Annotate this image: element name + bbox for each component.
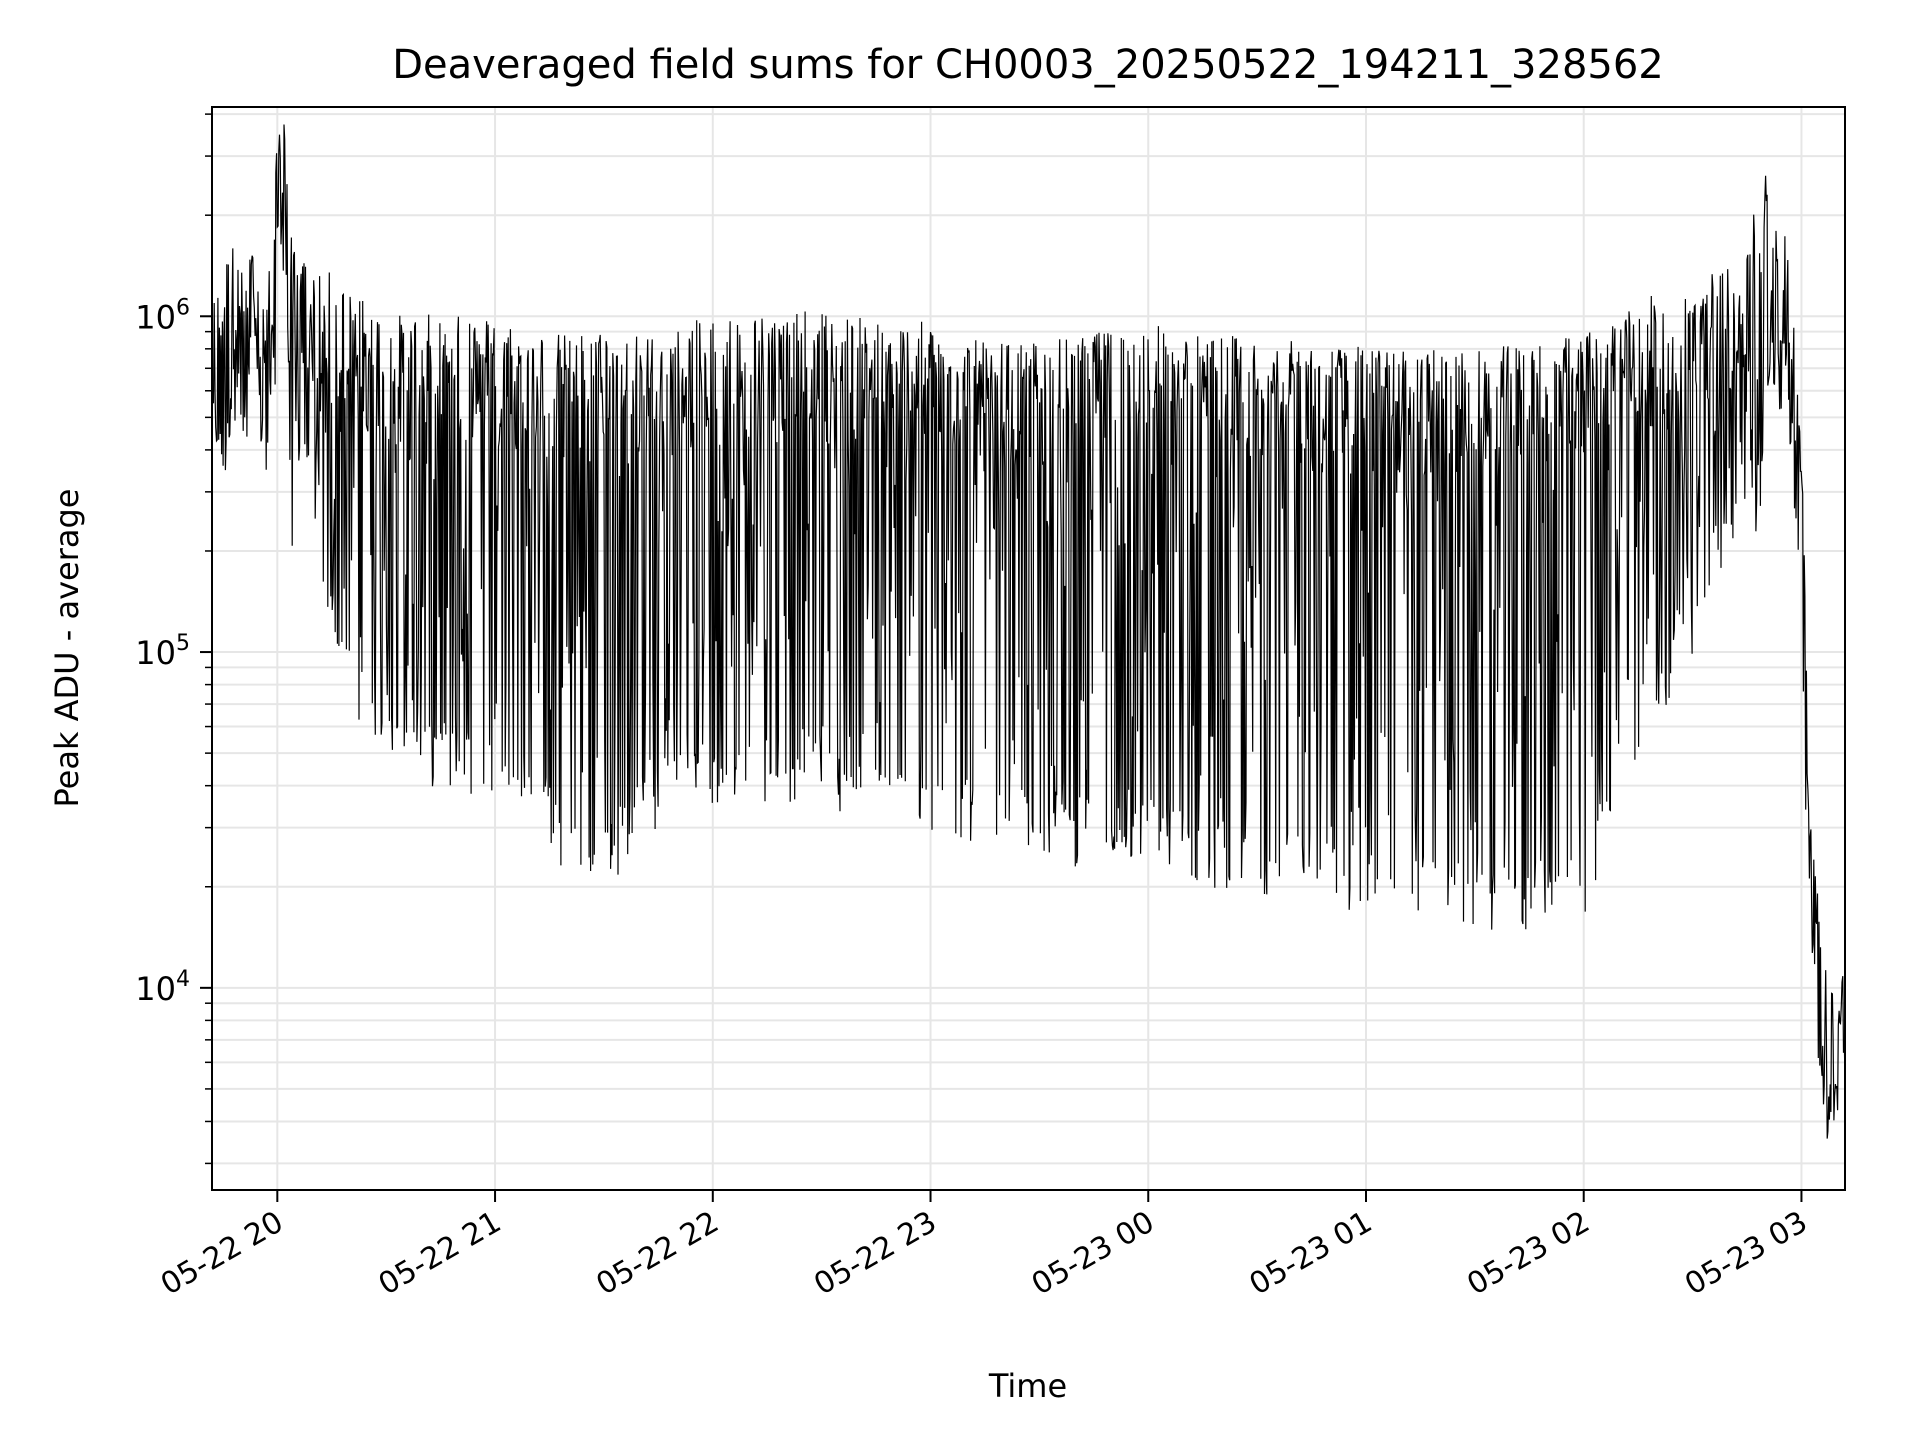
x-axis-ticks: 05-22 20 05-22 21 05-22 22 05-22 23 05-23 00…: [155, 1190, 1813, 1302]
y-tick-label: 105: [135, 631, 190, 672]
x-tick-label: 05-23 00: [1026, 1205, 1160, 1303]
x-tick-label: 05-22 20: [155, 1205, 289, 1303]
plot-frame: [211, 106, 1846, 1191]
chart-title: Deaveraged field sums for CH0003_2025052…: [392, 42, 1664, 88]
x-tick-label: 05-23 01: [1244, 1205, 1378, 1303]
data-line: [211, 124, 1846, 1139]
y-axis-label: Peak ADU - average: [48, 489, 86, 808]
x-tick-label: 05-23 02: [1461, 1205, 1595, 1303]
y-axis-ticks: 104 105 106: [135, 113, 212, 1165]
series-line: [211, 124, 1846, 1139]
x-tick-label: 05-22 21: [373, 1205, 507, 1303]
x-tick-label: 05-23 03: [1679, 1205, 1813, 1303]
x-tick-label: 05-22 22: [590, 1205, 724, 1303]
x-axis-label: Time: [988, 1367, 1067, 1405]
y-tick-label: 106: [135, 295, 190, 336]
y-tick-label: 104: [135, 967, 190, 1008]
x-tick-label: 05-22 23: [808, 1205, 942, 1303]
